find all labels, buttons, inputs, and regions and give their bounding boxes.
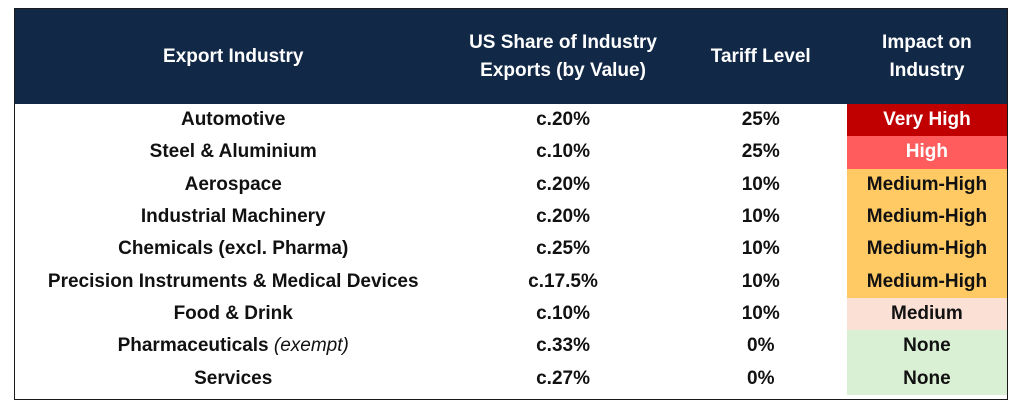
cell-us-share: c.10% bbox=[536, 141, 590, 163]
cell-tariff-level: 25% bbox=[741, 109, 780, 131]
cell-industry: Food & Drink bbox=[15, 298, 451, 330]
industry-name: Steel & Aluminium bbox=[149, 141, 317, 163]
cell-tariff-level: 10% bbox=[741, 238, 780, 260]
cell-us-share: c.17.5% bbox=[528, 270, 598, 292]
cell-tariff-level: 0% bbox=[747, 335, 775, 357]
industry-name: Pharmaceuticals bbox=[117, 335, 269, 357]
cell-us-share: c.20% bbox=[536, 109, 590, 131]
tariff-impact-table: Export Industry US Share of Industry Exp… bbox=[15, 9, 1007, 395]
cell-us-share: c.25% bbox=[536, 238, 590, 260]
cell-impact: Medium bbox=[846, 297, 1007, 331]
industry-note: (exempt) bbox=[273, 335, 349, 357]
header-us-share: US Share of Industry Exports (by Value) bbox=[451, 9, 674, 104]
table-row: Food & Drink c.10% 10% Medium bbox=[15, 297, 1007, 331]
cell-tariff-level: 10% bbox=[741, 270, 780, 292]
header-row: Export Industry US Share of Industry Exp… bbox=[15, 9, 1007, 104]
header-us-share-line1: US Share of Industry bbox=[469, 31, 657, 53]
header-export-industry-text: Export Industry bbox=[163, 45, 304, 67]
cell-tariff-level: 25% bbox=[741, 141, 780, 163]
cell-impact: Medium-High bbox=[846, 233, 1007, 266]
header-tariff-level-text: Tariff Level bbox=[710, 45, 811, 67]
table-row: Automotive c.20% 25% Very High bbox=[15, 104, 1007, 137]
header-impact: Impact on Industry bbox=[847, 9, 1007, 104]
industry-name: Chemicals (excl. Pharma) bbox=[118, 238, 349, 260]
table-body: Automotive c.20% 25% Very High Steel & Alumi… bbox=[15, 104, 1007, 395]
cell-tariff-level: 10% bbox=[741, 173, 780, 195]
cell-us-share: c.33% bbox=[536, 335, 590, 357]
cell-us-share: c.27% bbox=[536, 367, 590, 389]
table-row: Pharmaceuticals (exempt) c.33% 0% None bbox=[15, 330, 1007, 363]
cell-industry: Steel & Aluminium bbox=[15, 136, 451, 168]
header-impact-line2: Industry bbox=[889, 59, 965, 81]
cell-us-share: c.20% bbox=[536, 206, 590, 228]
cell-industry: Services bbox=[15, 362, 451, 394]
table-header: Export Industry US Share of Industry Exp… bbox=[15, 9, 1007, 104]
cell-us-share: c.10% bbox=[536, 302, 590, 324]
cell-impact: Medium-High bbox=[846, 168, 1007, 201]
cell-impact: Medium-High bbox=[846, 200, 1007, 234]
table-row: Chemicals (excl. Pharma) c.25% 10% Medium-H… bbox=[15, 233, 1007, 266]
cell-industry: Precision Instruments & Medical Devices bbox=[15, 265, 451, 297]
header-impact-line1: Impact on bbox=[882, 31, 972, 53]
table-row: Services c.27% 0% None bbox=[15, 362, 1007, 395]
cell-tariff-level: 0% bbox=[747, 367, 775, 389]
header-us-share-line2: Exports (by Value) bbox=[480, 59, 646, 81]
industry-name: Services bbox=[194, 367, 273, 389]
cell-tariff-level: 10% bbox=[741, 302, 780, 324]
cell-impact: High bbox=[846, 136, 1007, 169]
industry-name: Precision Instruments & Medical Devices bbox=[47, 270, 419, 292]
cell-industry: Automotive bbox=[15, 104, 451, 136]
cell-impact: None bbox=[846, 362, 1007, 395]
table-row: Industrial Machinery c.20% 10% Medium-High bbox=[15, 200, 1007, 234]
industry-name: Food & Drink bbox=[173, 302, 293, 324]
cell-industry: Industrial Machinery bbox=[15, 201, 451, 233]
cell-industry: Pharmaceuticals (exempt) bbox=[15, 330, 451, 362]
table-row: Steel & Aluminium c.10% 25% High bbox=[15, 136, 1007, 169]
cell-industry: Aerospace bbox=[15, 169, 451, 201]
cell-impact: Medium-High bbox=[846, 265, 1007, 298]
table-row: Precision Instruments & Medical Devices c… bbox=[15, 265, 1007, 298]
cell-impact: None bbox=[846, 330, 1007, 363]
cell-industry: Chemicals (excl. Pharma) bbox=[15, 233, 451, 265]
industry-name: Automotive bbox=[180, 109, 286, 131]
cell-impact: Very High bbox=[846, 104, 1007, 137]
industry-name: Aerospace bbox=[184, 173, 282, 195]
cell-us-share: c.20% bbox=[536, 173, 590, 195]
cell-tariff-level: 10% bbox=[741, 206, 780, 228]
header-tariff-level: Tariff Level bbox=[675, 9, 847, 104]
industry-name: Industrial Machinery bbox=[140, 206, 326, 228]
table-row: Aerospace c.20% 10% Medium-High bbox=[15, 168, 1007, 201]
header-export-industry: Export Industry bbox=[15, 9, 451, 104]
tariff-impact-table-frame: Export Industry US Share of Industry Exp… bbox=[14, 8, 1008, 400]
